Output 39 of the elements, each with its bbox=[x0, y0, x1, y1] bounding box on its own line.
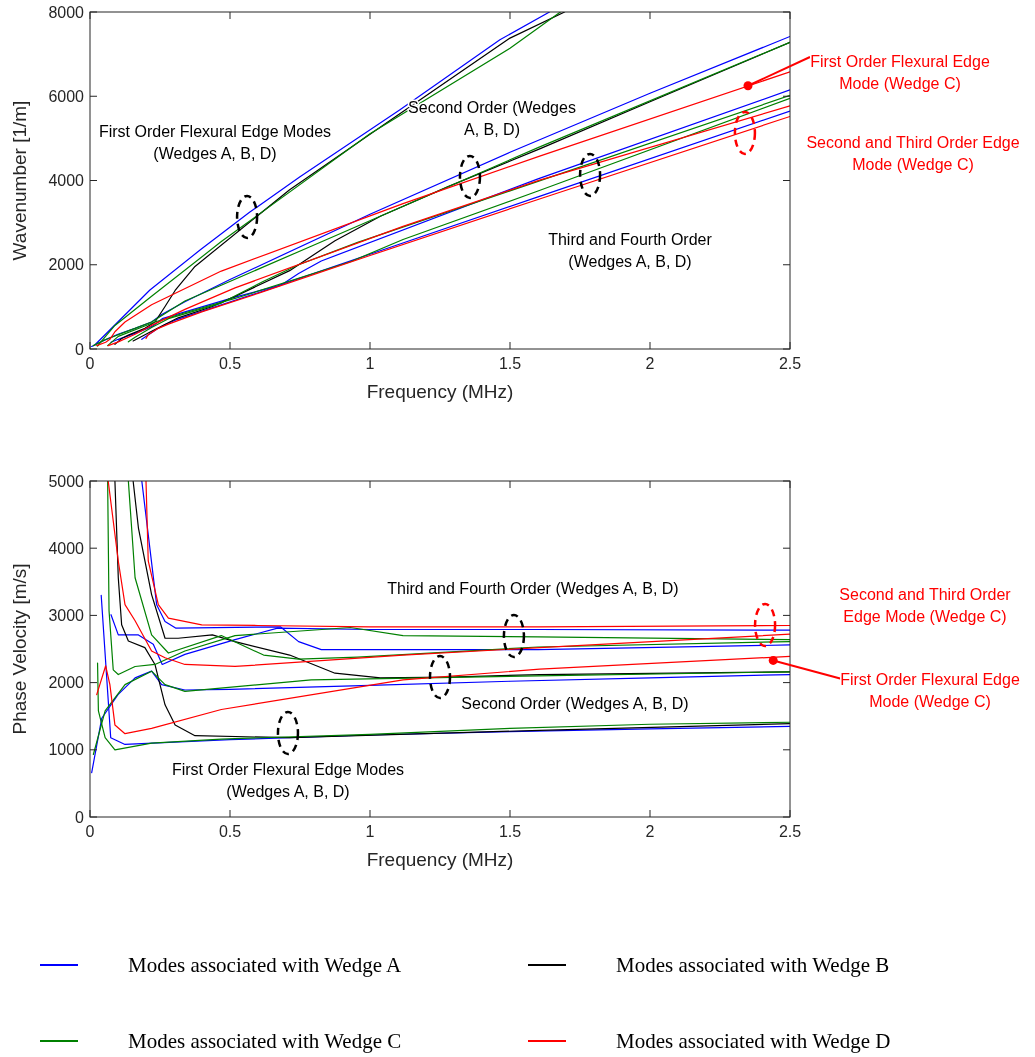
y-tick-label: 8000 bbox=[48, 3, 85, 21]
y-axis-title: Phase Velocity [m/s] bbox=[9, 563, 30, 735]
x-tick-label: 0.5 bbox=[218, 355, 242, 372]
y-tick-label: 3000 bbox=[48, 607, 85, 624]
y-tick-label: 4000 bbox=[48, 172, 85, 190]
x-axis-title: Frequency (MHz) bbox=[366, 849, 514, 870]
x-axis-title: Frequency (MHz) bbox=[366, 381, 514, 402]
annotation: Third and Fourth Order (Wedges A, B, D) bbox=[387, 579, 679, 597]
x-tick-label: 2.5 bbox=[778, 823, 802, 840]
y-tick-label: 2000 bbox=[48, 256, 85, 274]
y-tick-label: 0 bbox=[75, 340, 85, 358]
annotation: First Order Flexural Edge Mode (Wedge C) bbox=[840, 670, 1020, 710]
legend-label: Modes associated with Wedge B bbox=[616, 953, 890, 978]
x-tick-label: 1.5 bbox=[498, 355, 522, 372]
annotation: Second Order (Wedges A, B, D) bbox=[408, 98, 576, 138]
x-tick-label: 0.5 bbox=[218, 823, 242, 840]
annotation: First Order Flexural Edge Modes (Wedges A, B, D) bbox=[98, 122, 332, 162]
annotation: First Order Flexural Edge Mode (Wedge C) bbox=[810, 52, 990, 92]
legend-label: Modes associated with Wedge A bbox=[128, 953, 403, 978]
x-tick-label: 2.5 bbox=[778, 355, 802, 372]
y-axis-title: Wavenumber [1/m] bbox=[9, 100, 30, 261]
annotation: First Order Flexural Edge Modes (Wedges A, B, D) bbox=[171, 760, 405, 800]
x-tick-label: 2 bbox=[645, 823, 655, 840]
legend-label: Modes associated with Wedge D bbox=[616, 1029, 891, 1054]
annotation: Third and Fourth Order (Wedges A, B, D) bbox=[548, 230, 713, 270]
text: Second and Third Order Edge Mode (Wedge C) bbox=[806, 133, 1020, 173]
y-tick-label: 5000 bbox=[48, 472, 85, 490]
x-tick-label: 2 bbox=[645, 355, 655, 372]
y-tick-label: 2000 bbox=[48, 674, 85, 692]
x-tick-label: 1.5 bbox=[498, 823, 522, 840]
annotation: Second Order (Wedges A, B, D) bbox=[461, 694, 689, 712]
y-tick-label: 4000 bbox=[48, 539, 85, 557]
text: Second and Third Order Edge Mode (Wedge C) bbox=[839, 585, 1012, 625]
x-tick-label: 1 bbox=[365, 823, 375, 840]
y-tick-label: 1000 bbox=[48, 741, 85, 759]
y-tick-label: 6000 bbox=[48, 87, 85, 105]
y-tick-label: 0 bbox=[75, 808, 85, 826]
legend-label: Modes associated with Wedge C bbox=[128, 1029, 402, 1054]
x-tick-label: 1 bbox=[365, 355, 375, 372]
